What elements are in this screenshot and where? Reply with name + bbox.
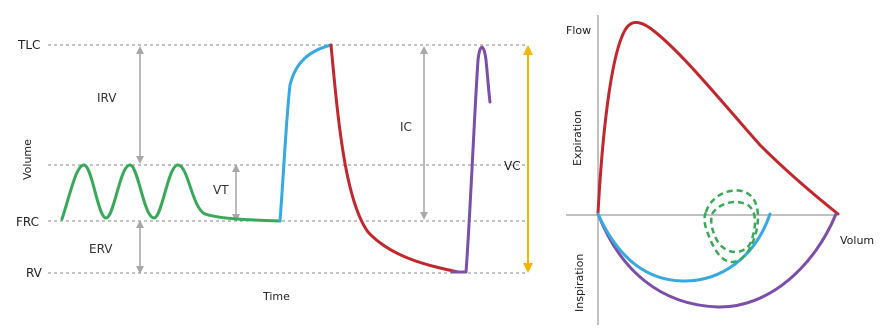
expiratory-flow-curve (596, 21, 840, 216)
irv-label: IRV (97, 91, 117, 105)
full-inspiratory-flow-curve (596, 212, 838, 309)
time-axis-label: Time (262, 290, 290, 303)
volume-time-panel: TLC FRC RV Volume Time IRV VT ERV IC VC (16, 38, 533, 303)
volume-axis-label-right: Volum (840, 234, 874, 247)
vt-label: VT (213, 183, 229, 197)
tlc-label: TLC (17, 38, 40, 52)
erv-label: ERV (89, 242, 113, 256)
partial-inspiratory-flow-curve (596, 212, 772, 283)
max-inspiration-curve (278, 43, 333, 223)
flow-volume-panel: Flow Volum Expiration Inspiration (566, 15, 874, 325)
ic-label: IC (400, 120, 412, 134)
tidal-loop-inner (710, 200, 757, 254)
tidal-breathing-curve (60, 163, 282, 223)
rv-label: RV (26, 266, 43, 280)
expiration-label: Expiration (571, 110, 584, 166)
vc-label: VC (504, 159, 521, 173)
inspiration-label: Inspiration (573, 254, 586, 312)
volume-axis-label: Volume (21, 139, 34, 180)
frc-label: FRC (16, 215, 39, 229)
flow-axis-label: Flow (566, 24, 591, 37)
forced-expiration-curve (329, 43, 460, 274)
full-inspiration-curve (450, 45, 492, 274)
tidal-loop-outer (703, 189, 760, 264)
